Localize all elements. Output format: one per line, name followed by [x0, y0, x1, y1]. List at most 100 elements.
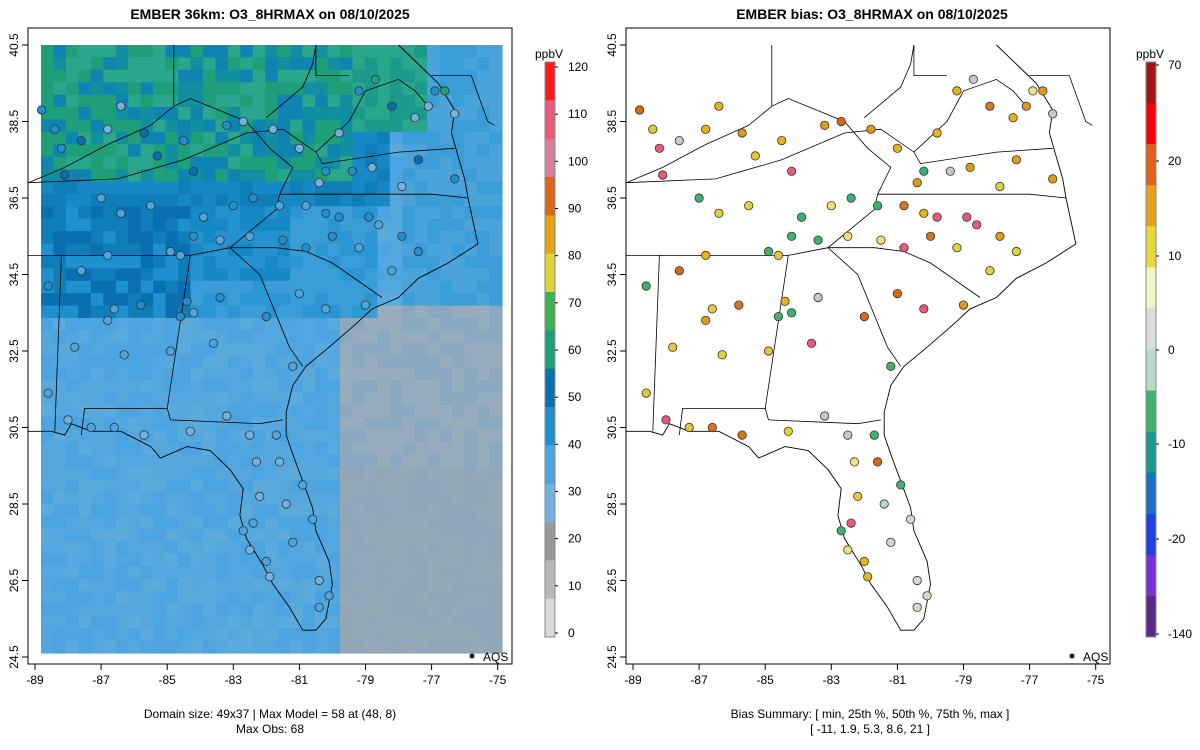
heatmap-cell	[452, 367, 466, 381]
heatmap-cell	[352, 206, 366, 220]
heatmap-cell	[53, 206, 67, 220]
bias-station-point	[896, 480, 906, 490]
heatmap-cell	[290, 342, 304, 356]
heatmap-cell	[65, 590, 79, 604]
heatmap-cell	[90, 355, 104, 369]
heatmap-cell	[227, 603, 241, 617]
heatmap-cell	[277, 367, 291, 381]
heatmap-cell	[140, 330, 154, 344]
heatmap-cell	[240, 504, 254, 518]
heatmap-cell	[315, 255, 329, 269]
heatmap-cell	[364, 603, 379, 617]
heatmap-cell	[414, 404, 428, 418]
heatmap-cell	[41, 342, 55, 356]
heatmap-cell	[165, 355, 179, 369]
heatmap-cell	[128, 404, 142, 418]
bias-station-point	[707, 422, 717, 433]
heatmap-cell	[202, 454, 217, 468]
colorbar-segment	[1146, 185, 1156, 227]
heatmap-cell	[377, 640, 391, 654]
station-point	[274, 457, 285, 467]
heatmap-cell	[302, 640, 316, 654]
station-point	[215, 235, 225, 245]
heatmap-cell	[90, 330, 104, 344]
heatmap-cell	[178, 404, 192, 418]
heatmap-cell	[389, 578, 403, 592]
heatmap-cell	[115, 169, 129, 183]
heatmap-cell	[315, 243, 329, 257]
heatmap-cell	[153, 193, 167, 207]
heatmap-cell	[215, 218, 229, 232]
bias-station-point	[925, 231, 936, 241]
heatmap-cell	[402, 156, 416, 170]
heatmap-cell	[153, 516, 167, 530]
heatmap-cell	[78, 640, 92, 654]
heatmap-cell	[489, 578, 503, 592]
heatmap-cell	[140, 590, 154, 604]
heatmap-cell	[352, 640, 366, 654]
heatmap-cell	[439, 504, 453, 518]
heatmap-cell	[202, 355, 217, 369]
heatmap-cell	[227, 94, 241, 108]
heatmap-cell	[178, 231, 192, 245]
heatmap-cell	[265, 355, 279, 369]
heatmap-cell	[190, 628, 204, 642]
heatmap-cell	[389, 640, 403, 654]
heatmap-cell	[240, 342, 254, 356]
heatmap-cell	[427, 243, 441, 257]
heatmap-cell	[153, 566, 167, 580]
heatmap-cell	[389, 404, 403, 418]
colorbar-tick-label: 30	[568, 485, 582, 499]
heatmap-cell	[302, 367, 316, 381]
heatmap-cell	[315, 566, 329, 580]
heatmap-cell	[165, 578, 179, 592]
heatmap-cell	[377, 231, 391, 245]
heatmap-cell	[327, 268, 341, 282]
heatmap-cell	[53, 590, 67, 604]
heatmap-cell	[90, 94, 104, 108]
heatmap-cell	[414, 491, 428, 505]
heatmap-cell	[103, 107, 117, 121]
heatmap-cell	[115, 578, 129, 592]
heatmap-cell	[277, 342, 291, 356]
heatmap-cell	[190, 57, 204, 71]
heatmap-cell	[252, 342, 266, 356]
heatmap-cell	[78, 603, 92, 617]
heatmap-cell	[115, 479, 129, 493]
heatmap-cell	[389, 206, 403, 220]
heatmap-cell	[277, 305, 291, 319]
heatmap-cell	[377, 541, 391, 555]
heatmap-cell	[277, 404, 291, 418]
heatmap-cell	[115, 380, 129, 394]
heatmap-cell	[90, 119, 104, 133]
heatmap-cell	[489, 541, 503, 555]
heatmap-cell	[178, 466, 192, 480]
heatmap-cell	[277, 293, 291, 307]
heatmap-cell	[153, 442, 167, 456]
heatmap-cell	[340, 255, 354, 269]
bias-station-point	[1011, 155, 1022, 165]
heatmap-cell	[489, 417, 503, 431]
station-point	[60, 170, 70, 180]
heatmap-cell	[190, 293, 204, 307]
heatmap-cell	[290, 119, 304, 133]
heatmap-cell	[53, 268, 67, 282]
heatmap-cell	[414, 255, 428, 269]
heatmap-cell	[477, 442, 491, 456]
bias-station-point	[846, 193, 856, 203]
heatmap-cell	[364, 231, 379, 245]
heatmap-cell	[464, 578, 478, 592]
y-tick-label: 28.5	[7, 492, 21, 516]
bias-station-point	[1048, 174, 1058, 184]
heatmap-cell	[78, 144, 92, 158]
bias-station-point	[714, 101, 724, 111]
heatmap-cell	[265, 231, 279, 245]
heatmap-cell	[340, 553, 354, 567]
station-point	[324, 591, 334, 601]
station-point	[367, 162, 377, 172]
heatmap-cell	[53, 504, 67, 518]
heatmap-cell	[240, 640, 254, 654]
heatmap-cell	[78, 442, 92, 456]
heatmap-cell	[315, 268, 329, 282]
heatmap-cell	[377, 131, 391, 145]
